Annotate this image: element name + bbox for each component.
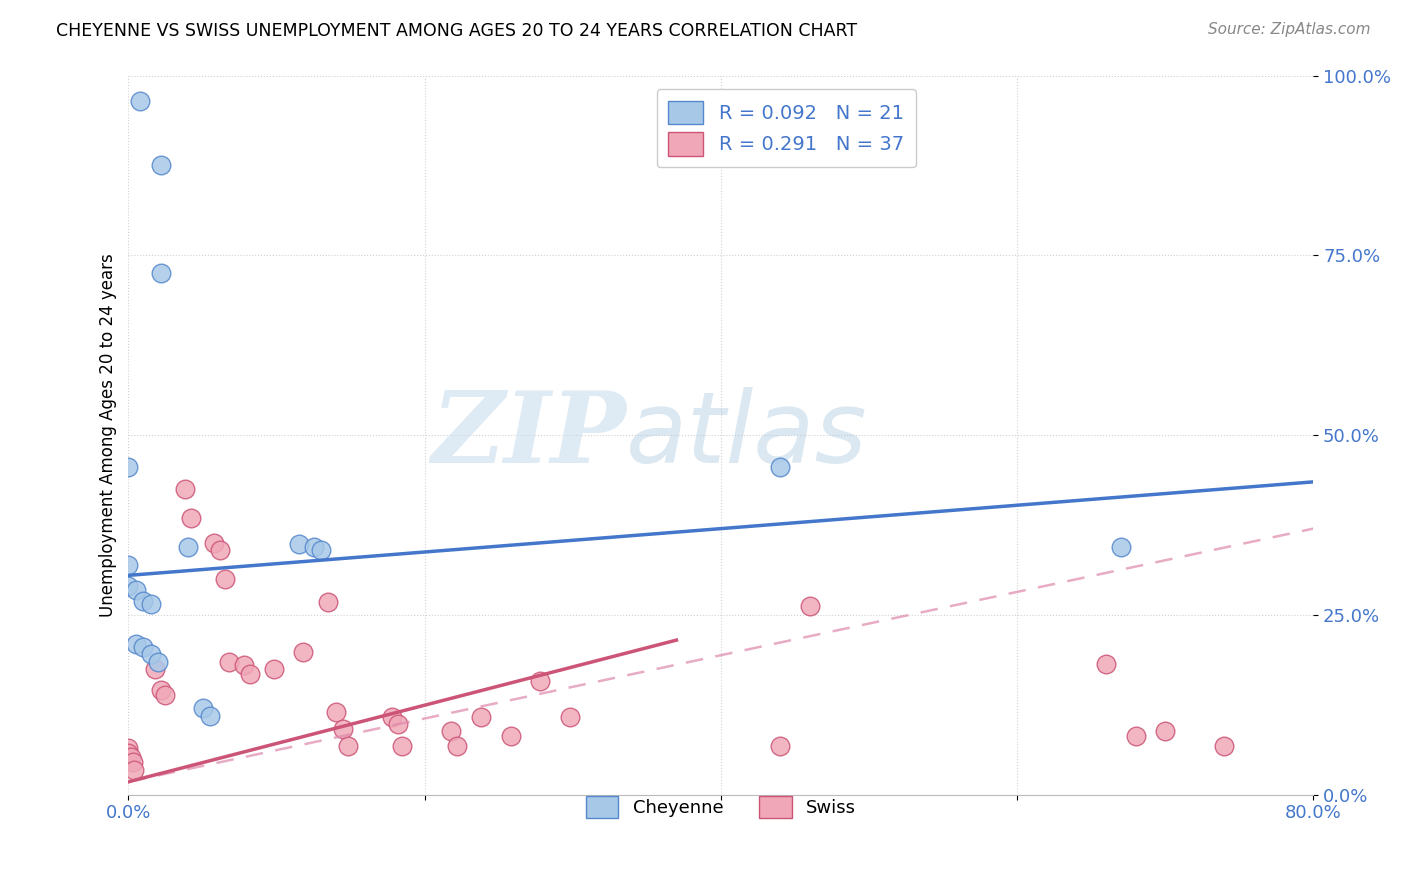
Point — [529, 674, 551, 689]
Point — [288, 537, 311, 551]
Point — [117, 579, 139, 593]
Point — [125, 582, 148, 597]
Text: ZIP: ZIP — [432, 387, 626, 483]
Point — [117, 741, 139, 756]
Point — [198, 708, 221, 723]
Point — [150, 158, 173, 172]
Point — [180, 511, 202, 525]
Point — [799, 599, 821, 614]
Point — [769, 460, 792, 475]
Point — [146, 655, 169, 669]
Point — [381, 710, 404, 724]
Point — [143, 662, 166, 676]
Y-axis label: Unemployment Among Ages 20 to 24 years: Unemployment Among Ages 20 to 24 years — [100, 253, 117, 617]
Point — [117, 558, 139, 572]
Point — [117, 746, 139, 760]
Point — [391, 739, 413, 753]
Point — [209, 543, 232, 558]
Point — [558, 710, 581, 724]
Text: Source: ZipAtlas.com: Source: ZipAtlas.com — [1208, 22, 1371, 37]
Point — [117, 460, 139, 475]
Text: CHEYENNE VS SWISS UNEMPLOYMENT AMONG AGES 20 TO 24 YEARS CORRELATION CHART: CHEYENNE VS SWISS UNEMPLOYMENT AMONG AGE… — [56, 22, 858, 40]
Point — [173, 482, 195, 496]
Point — [125, 637, 148, 651]
Point — [150, 683, 173, 698]
Point — [218, 655, 240, 669]
Point — [318, 595, 340, 609]
Point — [177, 540, 200, 554]
Text: atlas: atlas — [626, 386, 868, 483]
Point — [332, 722, 354, 736]
Point — [309, 543, 332, 558]
Point — [769, 739, 792, 753]
Point — [1154, 724, 1177, 739]
Point — [239, 666, 262, 681]
Point — [446, 739, 468, 753]
Point — [336, 739, 359, 753]
Point — [1095, 657, 1118, 671]
Point — [470, 710, 492, 724]
Point — [132, 593, 155, 607]
Point — [122, 756, 145, 770]
Point — [132, 640, 155, 655]
Point — [139, 648, 162, 662]
Point — [155, 689, 177, 703]
Point — [202, 536, 225, 550]
Point — [214, 572, 236, 586]
Point — [263, 662, 285, 676]
Point — [1213, 739, 1236, 753]
Point — [1109, 540, 1132, 554]
Point — [150, 266, 173, 280]
Point — [120, 750, 142, 764]
Point — [499, 729, 522, 743]
Point — [1125, 729, 1147, 743]
Legend: Cheyenne, Swiss: Cheyenne, Swiss — [578, 789, 863, 825]
Point — [124, 763, 146, 777]
Point — [292, 645, 315, 659]
Point — [302, 540, 325, 554]
Point — [191, 701, 214, 715]
Point — [139, 597, 162, 611]
Point — [325, 705, 347, 719]
Point — [440, 724, 463, 739]
Point — [129, 94, 152, 108]
Point — [233, 658, 256, 673]
Point — [387, 717, 409, 731]
